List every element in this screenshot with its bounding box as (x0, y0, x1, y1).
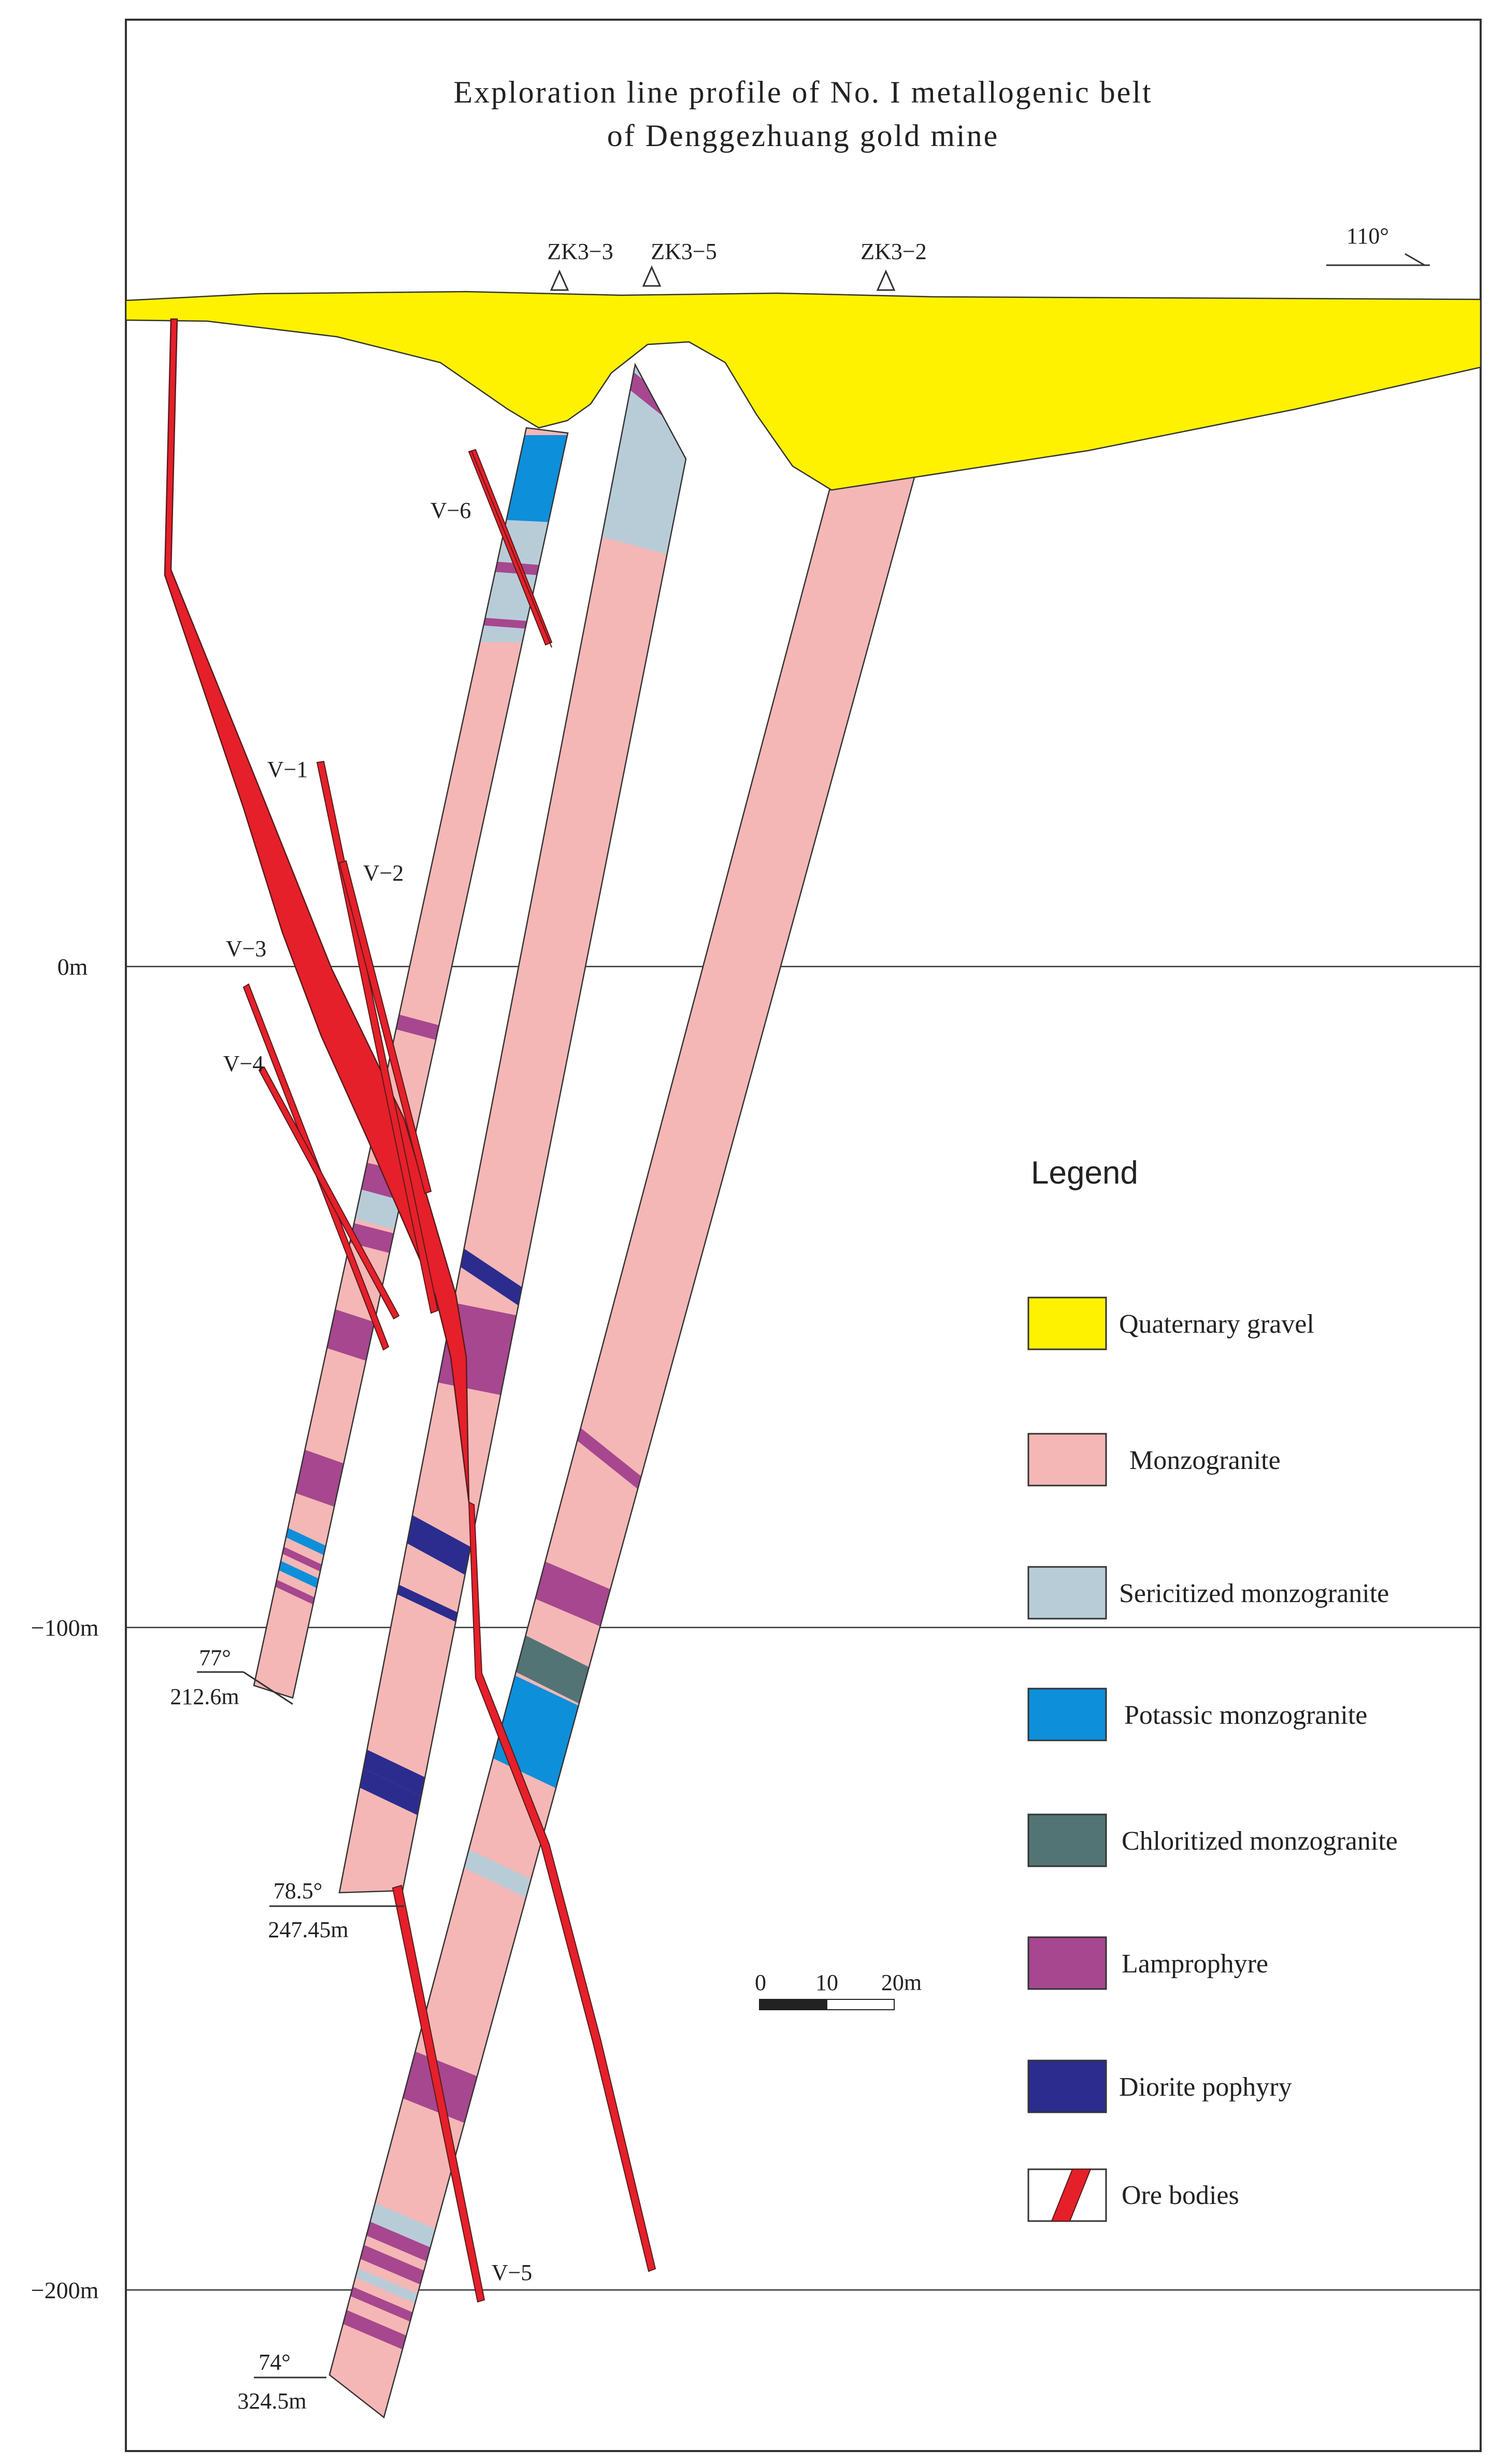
borehole-label-zk3-2: ZK3−2 (861, 239, 926, 264)
legend-swatch-quaternary-gravel (1027, 1296, 1107, 1350)
legend-swatch-potassic-monzogranite (1027, 1688, 1107, 1741)
legend-label-chloritized-monzogranite: Chloritized monzogranite (1122, 1826, 1398, 1856)
scale-tick-20: 20m (881, 1970, 922, 1995)
borehole-collar-zk3-2 (876, 269, 896, 291)
borehole-depth-zk3-3: 212.6m (170, 1684, 239, 1709)
ore-vein-v4 (258, 1066, 400, 1320)
title-line-1: Exploration line profile of No. I metall… (453, 75, 1152, 109)
legend-label-monzogranite: Monzogranite (1129, 1446, 1281, 1475)
orientation-arrow (1326, 253, 1430, 266)
map-frame (125, 19, 1482, 2452)
ore-vein-lower (468, 1501, 656, 2272)
legend-swatch-lamprophyre (1027, 1936, 1107, 1990)
ore-vein-v2 (338, 860, 432, 1194)
elevation-label-100m: −100m (31, 1615, 99, 1641)
vein-label-v5: V−5 (492, 2260, 533, 2285)
borehole-collar-zk3-5 (642, 265, 662, 287)
legend-swatch-monzogranite (1027, 1433, 1107, 1487)
borehole-end-zk3-3 (197, 1671, 293, 1705)
vein-label-v6: V−6 (431, 498, 471, 523)
borehole-dip-zk3-2: 74° (259, 2350, 291, 2375)
vein-trace (471, 450, 552, 648)
borehole-label-zk3-5: ZK3−5 (651, 239, 716, 264)
ore-vein-v1 (316, 760, 439, 1314)
legend-label-ore-bodies: Ore bodies (1122, 2181, 1239, 2210)
legend-label-potassic-monzogranite: Potassic monzogranite (1124, 1701, 1367, 1730)
legend-swatch-ore-bodies (1027, 2168, 1107, 2222)
vein-label-v3: V−3 (226, 936, 267, 961)
borehole-dip-zk3-3: 77° (199, 1645, 231, 1670)
scale-tick-10: 10 (815, 1970, 838, 1995)
borehole-depth-zk3-2: 324.5m (237, 2388, 306, 2414)
elevation-label-0m: 0m (58, 954, 88, 980)
legend-swatch-diorite-pophyry (1027, 2059, 1107, 2113)
borehole-collar-zk3-3 (550, 269, 569, 291)
legend-swatch-chloritized-monzogranite (1027, 1813, 1107, 1867)
borehole-dip-zk3-5: 78.5° (274, 1878, 323, 1904)
legend: Legend Quaternary gravel Monzogranite Se… (1027, 1155, 1398, 2222)
legend-label-lamprophyre: Lamprophyre (1122, 1949, 1268, 1979)
vein-label-v1: V−1 (267, 757, 308, 782)
borehole-depth-zk3-5: 247.45m (268, 1917, 348, 1942)
scale-bar (759, 1999, 895, 2010)
vein-label-v2: V−2 (363, 860, 404, 886)
scale-tick-0: 0 (755, 1970, 766, 1995)
legend-label-quaternary-gravel: Quaternary gravel (1119, 1309, 1314, 1339)
vein-label-v4: V−4 (223, 1051, 264, 1076)
title-line-2: of Denggezhuang gold mine (607, 119, 999, 153)
borehole-label-zk3-3: ZK3−3 (547, 239, 613, 264)
ore-vein-v5 (392, 1884, 485, 2303)
orientation-label: 110° (1346, 223, 1389, 249)
legend-label-sericitized-monzogranite: Sericitized monzogranite (1119, 1579, 1389, 1608)
elevation-label-200m: −200m (31, 2277, 99, 2303)
legend-title: Legend (1031, 1155, 1138, 1191)
quaternary-gravel-layer (125, 291, 1482, 491)
legend-label-diorite-pophyry: Diorite pophyry (1119, 2072, 1292, 2102)
legend-swatch-sericitized-monzogranite (1027, 1566, 1107, 1620)
